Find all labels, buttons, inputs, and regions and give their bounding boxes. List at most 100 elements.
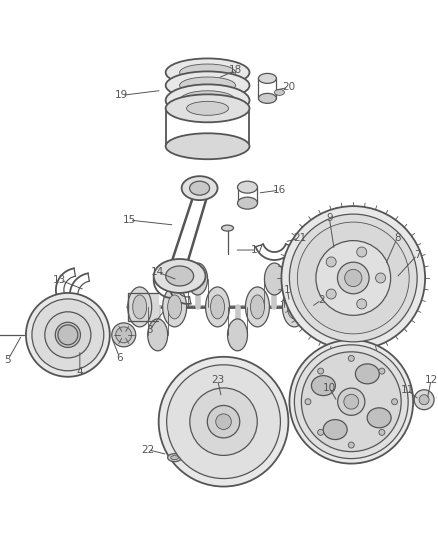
Ellipse shape	[180, 77, 236, 94]
Circle shape	[58, 325, 78, 345]
Ellipse shape	[148, 319, 168, 351]
Ellipse shape	[355, 364, 379, 384]
Polygon shape	[128, 293, 158, 321]
Circle shape	[326, 289, 336, 299]
Ellipse shape	[287, 295, 301, 319]
Circle shape	[337, 262, 369, 294]
Ellipse shape	[154, 259, 205, 293]
Ellipse shape	[237, 181, 258, 193]
Text: 3: 3	[146, 325, 153, 335]
Circle shape	[32, 299, 104, 371]
Circle shape	[316, 240, 391, 316]
Circle shape	[379, 430, 385, 435]
Text: 12: 12	[424, 375, 438, 385]
Circle shape	[297, 222, 409, 334]
Ellipse shape	[265, 263, 284, 295]
Circle shape	[392, 399, 398, 405]
Text: 6: 6	[117, 353, 123, 363]
Circle shape	[294, 345, 408, 458]
Text: 19: 19	[115, 91, 128, 100]
Ellipse shape	[323, 419, 347, 440]
Circle shape	[414, 390, 434, 410]
Ellipse shape	[367, 408, 391, 428]
Circle shape	[45, 312, 91, 358]
Ellipse shape	[211, 295, 225, 319]
Circle shape	[159, 357, 288, 487]
Circle shape	[290, 340, 413, 464]
Ellipse shape	[180, 91, 236, 110]
Ellipse shape	[275, 90, 284, 95]
Text: 14: 14	[151, 267, 164, 277]
Circle shape	[379, 368, 385, 374]
Ellipse shape	[304, 304, 315, 312]
Ellipse shape	[222, 225, 233, 231]
Ellipse shape	[283, 287, 306, 327]
Circle shape	[55, 322, 81, 348]
Circle shape	[348, 356, 354, 361]
Ellipse shape	[166, 84, 250, 116]
Ellipse shape	[258, 93, 276, 103]
Circle shape	[326, 257, 336, 267]
Circle shape	[116, 327, 132, 343]
Circle shape	[338, 388, 365, 415]
Circle shape	[290, 214, 417, 342]
Ellipse shape	[166, 59, 250, 86]
Text: 4: 4	[77, 367, 83, 377]
Ellipse shape	[180, 64, 236, 81]
Circle shape	[357, 247, 367, 257]
Ellipse shape	[166, 71, 250, 99]
Ellipse shape	[168, 295, 182, 319]
Circle shape	[301, 352, 401, 451]
Circle shape	[166, 365, 280, 479]
Text: 17: 17	[251, 245, 264, 255]
Circle shape	[375, 273, 385, 283]
Text: 10: 10	[323, 383, 336, 393]
Text: 13: 13	[53, 275, 67, 285]
Circle shape	[318, 430, 324, 435]
Ellipse shape	[190, 181, 209, 195]
Text: 15: 15	[123, 215, 136, 225]
Text: 11: 11	[400, 385, 414, 395]
Circle shape	[305, 399, 311, 405]
Ellipse shape	[162, 287, 187, 327]
Text: 5: 5	[5, 355, 11, 365]
Ellipse shape	[187, 263, 208, 295]
Text: 8: 8	[394, 233, 400, 243]
Ellipse shape	[237, 197, 258, 209]
Circle shape	[345, 269, 362, 287]
Circle shape	[190, 388, 257, 455]
Text: 9: 9	[326, 213, 332, 223]
Text: 2: 2	[318, 295, 325, 305]
Ellipse shape	[166, 94, 250, 122]
Circle shape	[357, 299, 367, 309]
Ellipse shape	[187, 101, 229, 115]
Ellipse shape	[251, 295, 265, 319]
Ellipse shape	[168, 454, 182, 462]
Text: 7: 7	[414, 250, 420, 260]
Ellipse shape	[245, 287, 269, 327]
Circle shape	[112, 323, 136, 347]
Circle shape	[207, 406, 240, 438]
Ellipse shape	[166, 133, 250, 159]
Ellipse shape	[258, 74, 276, 83]
Circle shape	[344, 394, 359, 409]
Ellipse shape	[227, 319, 247, 351]
Text: 23: 23	[211, 375, 224, 385]
Text: 20: 20	[282, 83, 295, 92]
Ellipse shape	[133, 295, 147, 319]
Circle shape	[348, 442, 354, 448]
Text: 1: 1	[284, 285, 291, 295]
Text: 18: 18	[229, 66, 242, 75]
Circle shape	[26, 293, 110, 377]
Ellipse shape	[128, 287, 152, 327]
Circle shape	[318, 368, 324, 374]
Text: 21: 21	[293, 233, 306, 243]
Text: 22: 22	[141, 445, 154, 455]
Ellipse shape	[311, 376, 336, 395]
Text: 16: 16	[273, 185, 286, 195]
Circle shape	[216, 414, 231, 430]
Ellipse shape	[205, 287, 230, 327]
Ellipse shape	[171, 456, 179, 459]
Circle shape	[281, 206, 425, 350]
Circle shape	[419, 395, 429, 405]
